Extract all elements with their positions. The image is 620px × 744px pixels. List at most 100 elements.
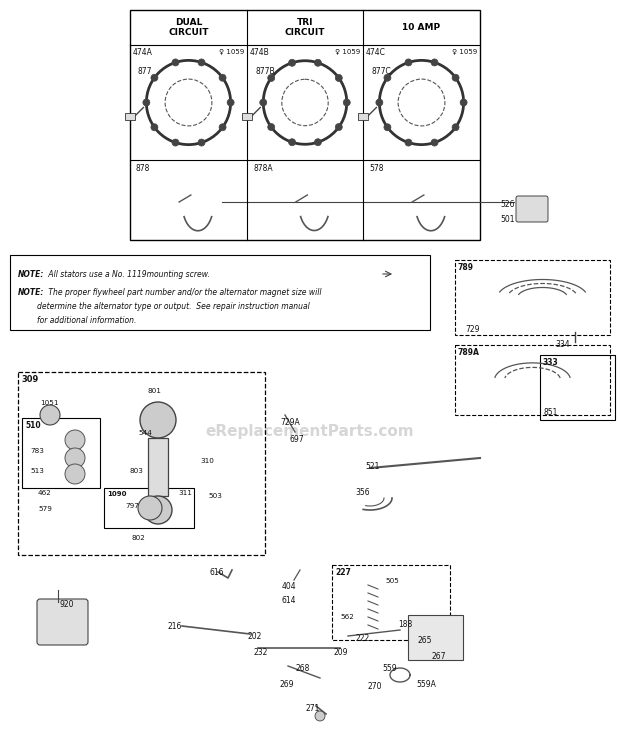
Text: 616: 616 — [210, 568, 224, 577]
Text: 202: 202 — [248, 632, 262, 641]
Bar — [10, 255, 430, 330]
Text: 562: 562 — [340, 614, 354, 620]
Text: 803: 803 — [130, 468, 144, 474]
Text: NOTE:: NOTE: — [18, 270, 45, 279]
Text: for additional information.: for additional information. — [18, 316, 136, 325]
Text: 789A: 789A — [458, 348, 480, 357]
Bar — [455, 345, 610, 415]
Bar — [242, 112, 252, 120]
Text: 269: 269 — [280, 680, 294, 689]
Text: 877: 877 — [138, 67, 153, 76]
FancyBboxPatch shape — [516, 196, 548, 222]
Text: 513: 513 — [30, 468, 44, 474]
Bar — [125, 112, 135, 120]
Circle shape — [65, 464, 85, 484]
Circle shape — [460, 99, 467, 106]
Circle shape — [151, 74, 158, 81]
Circle shape — [288, 60, 296, 66]
Text: 232: 232 — [254, 648, 268, 657]
Text: 878: 878 — [136, 164, 151, 173]
Text: 267: 267 — [432, 652, 446, 661]
Text: 216: 216 — [168, 622, 182, 631]
Text: 10 AMP: 10 AMP — [402, 23, 441, 32]
Circle shape — [219, 74, 226, 81]
Text: 268: 268 — [296, 664, 311, 673]
Text: 783: 783 — [30, 448, 44, 454]
Text: 851: 851 — [543, 408, 557, 417]
Text: 697: 697 — [290, 435, 304, 444]
Circle shape — [144, 496, 172, 524]
Text: 505: 505 — [385, 578, 399, 584]
Text: 797: 797 — [125, 503, 139, 509]
Text: 270: 270 — [368, 682, 383, 691]
Circle shape — [431, 139, 438, 146]
Text: 559A: 559A — [416, 680, 436, 689]
Bar — [148, 438, 168, 496]
Circle shape — [452, 124, 459, 131]
Circle shape — [405, 59, 412, 66]
Text: All stators use a No. 1119mounting screw.: All stators use a No. 1119mounting screw… — [46, 270, 210, 279]
Bar — [130, 10, 480, 240]
Circle shape — [384, 74, 391, 81]
Circle shape — [198, 59, 205, 66]
Circle shape — [314, 60, 321, 66]
Text: 265: 265 — [418, 636, 433, 645]
Text: 614: 614 — [282, 596, 296, 605]
Circle shape — [140, 402, 176, 438]
Circle shape — [65, 448, 85, 468]
Text: 802: 802 — [132, 535, 146, 541]
Circle shape — [315, 711, 325, 721]
Text: 521: 521 — [365, 462, 379, 471]
Text: TRI
CIRCUIT: TRI CIRCUIT — [285, 18, 326, 37]
Bar — [22, 418, 100, 488]
Text: 333: 333 — [543, 358, 559, 367]
Bar — [104, 488, 194, 528]
Circle shape — [335, 124, 342, 130]
Circle shape — [376, 99, 383, 106]
Circle shape — [172, 59, 179, 66]
Text: 729A: 729A — [280, 418, 299, 427]
Text: 578: 578 — [369, 164, 384, 173]
Text: 579: 579 — [38, 506, 52, 512]
Text: ♀ 1059: ♀ 1059 — [219, 48, 244, 54]
Text: 877C: 877C — [371, 67, 391, 76]
Circle shape — [288, 138, 296, 146]
Text: ♀ 1059: ♀ 1059 — [335, 48, 360, 54]
Text: eReplacementParts.com: eReplacementParts.com — [206, 424, 414, 439]
Text: 311: 311 — [178, 490, 192, 496]
Circle shape — [268, 124, 275, 130]
Text: 474A: 474A — [133, 48, 153, 57]
Bar — [455, 260, 610, 335]
Text: 789: 789 — [458, 263, 474, 272]
Text: 209: 209 — [334, 648, 348, 657]
Circle shape — [65, 430, 85, 450]
Circle shape — [314, 138, 321, 146]
Text: 474C: 474C — [366, 48, 386, 57]
Circle shape — [431, 59, 438, 66]
Text: The proper flywheel part number and/or the alternator magnet size will: The proper flywheel part number and/or t… — [46, 288, 322, 297]
Circle shape — [138, 496, 162, 520]
Text: 227: 227 — [335, 568, 351, 577]
Text: 729: 729 — [465, 325, 479, 334]
Circle shape — [143, 99, 150, 106]
Text: determine the alternator type or output.  See repair instruction manual: determine the alternator type or output.… — [18, 302, 310, 311]
Text: 404: 404 — [282, 582, 296, 591]
Text: 526: 526 — [500, 200, 515, 209]
Bar — [358, 112, 368, 120]
Circle shape — [260, 99, 267, 106]
Text: NOTE:: NOTE: — [18, 288, 45, 297]
Text: 510: 510 — [25, 421, 41, 430]
Text: 801: 801 — [148, 388, 162, 394]
Text: 501: 501 — [500, 215, 515, 224]
FancyBboxPatch shape — [37, 599, 88, 645]
Circle shape — [227, 99, 234, 106]
Bar — [332, 565, 450, 640]
Text: DUAL
CIRCUIT: DUAL CIRCUIT — [168, 18, 209, 37]
Circle shape — [405, 139, 412, 146]
Text: 559: 559 — [382, 664, 397, 673]
Circle shape — [40, 405, 60, 425]
Text: 462: 462 — [38, 490, 52, 496]
Circle shape — [172, 139, 179, 146]
Circle shape — [335, 74, 342, 81]
Text: 878A: 878A — [253, 164, 273, 173]
